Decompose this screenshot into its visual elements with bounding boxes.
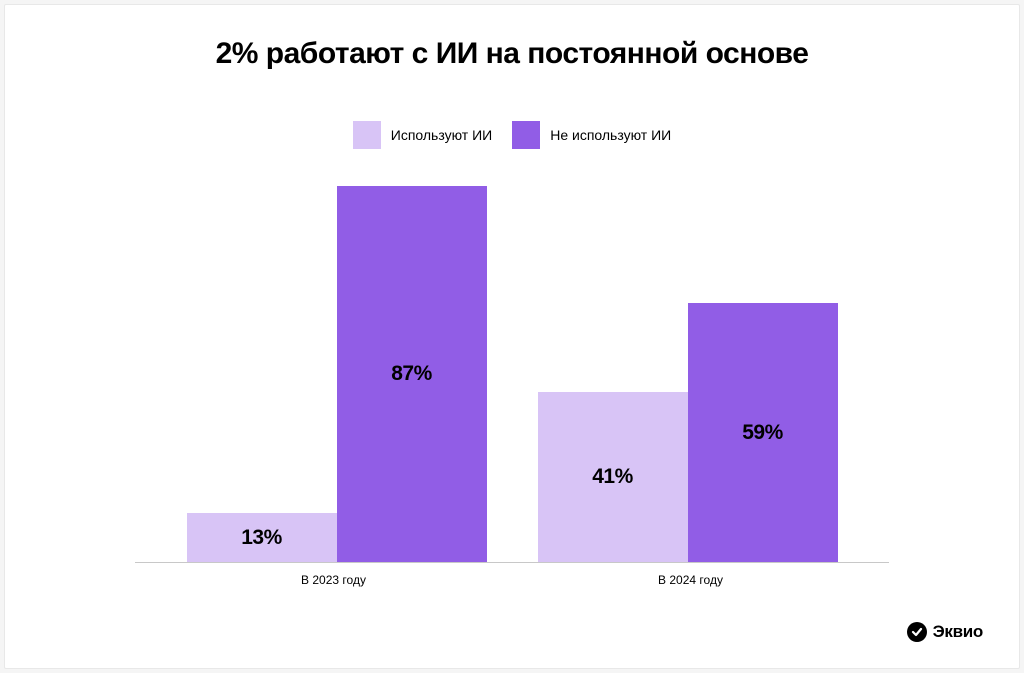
- bar-label: 87%: [391, 362, 432, 386]
- bar-groups: 13% 87% 41% 59%: [135, 183, 889, 563]
- chart-card: 2% работают с ИИ на постоянной основе Ис…: [4, 4, 1020, 669]
- group-2023: 13% 87%: [187, 186, 487, 562]
- legend-label-use: Используют ИИ: [391, 127, 492, 143]
- legend-item-not-use: Не используют ИИ: [512, 121, 671, 149]
- chart-area: 13% 87% 41% 59% В 2023 году В 2024 году: [135, 183, 889, 587]
- group-2024: 41% 59%: [538, 303, 838, 562]
- bar-2024-not-use: 59%: [688, 303, 838, 562]
- bar-label: 13%: [241, 526, 282, 550]
- bar-label: 59%: [742, 421, 783, 445]
- legend-item-use: Используют ИИ: [353, 121, 492, 149]
- x-label-2024: В 2024 году: [551, 573, 831, 587]
- chart-title: 2% работают с ИИ на постоянной основе: [45, 37, 979, 71]
- bar-2023-not-use: 87%: [337, 186, 487, 562]
- brand-logo: Эквио: [907, 622, 983, 642]
- legend-swatch-use: [353, 121, 381, 149]
- legend: Используют ИИ Не используют ИИ: [45, 121, 979, 149]
- x-axis-labels: В 2023 году В 2024 году: [135, 573, 889, 587]
- bar-2024-use: 41%: [538, 392, 688, 562]
- legend-swatch-not-use: [512, 121, 540, 149]
- logo-mark-icon: [907, 622, 927, 642]
- legend-label-not-use: Не используют ИИ: [550, 127, 671, 143]
- x-label-2023: В 2023 году: [194, 573, 474, 587]
- bar-label: 41%: [592, 465, 633, 489]
- bar-2023-use: 13%: [187, 513, 337, 562]
- logo-text: Эквио: [933, 622, 983, 642]
- checkmark-icon: [911, 626, 923, 638]
